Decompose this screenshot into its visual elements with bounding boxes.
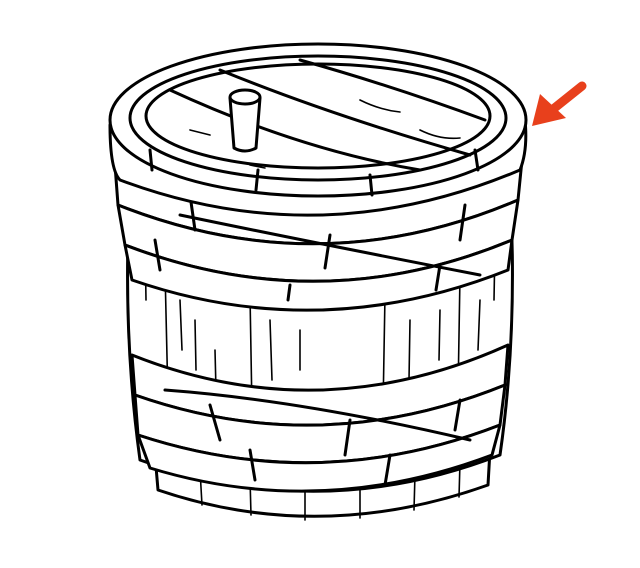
lower-band-3 (136, 423, 502, 493)
lid-grain (189, 99, 461, 169)
pointer-arrow (532, 81, 587, 126)
upper-band-twist (153, 193, 482, 302)
lid-outer (108, 42, 528, 198)
peg (228, 96, 262, 153)
lid-boards (168, 58, 487, 172)
staves (144, 239, 496, 411)
wood-grain (179, 299, 481, 391)
upper-band-3 (123, 238, 514, 312)
lid-ring (128, 54, 508, 182)
peg-top (228, 88, 262, 106)
lower-band-twist (163, 388, 472, 487)
arrow-shaft (547, 81, 587, 115)
arrow-head (532, 94, 566, 126)
barrel (108, 42, 528, 521)
foot-staves (199, 461, 461, 521)
rim-joints (148, 148, 480, 197)
